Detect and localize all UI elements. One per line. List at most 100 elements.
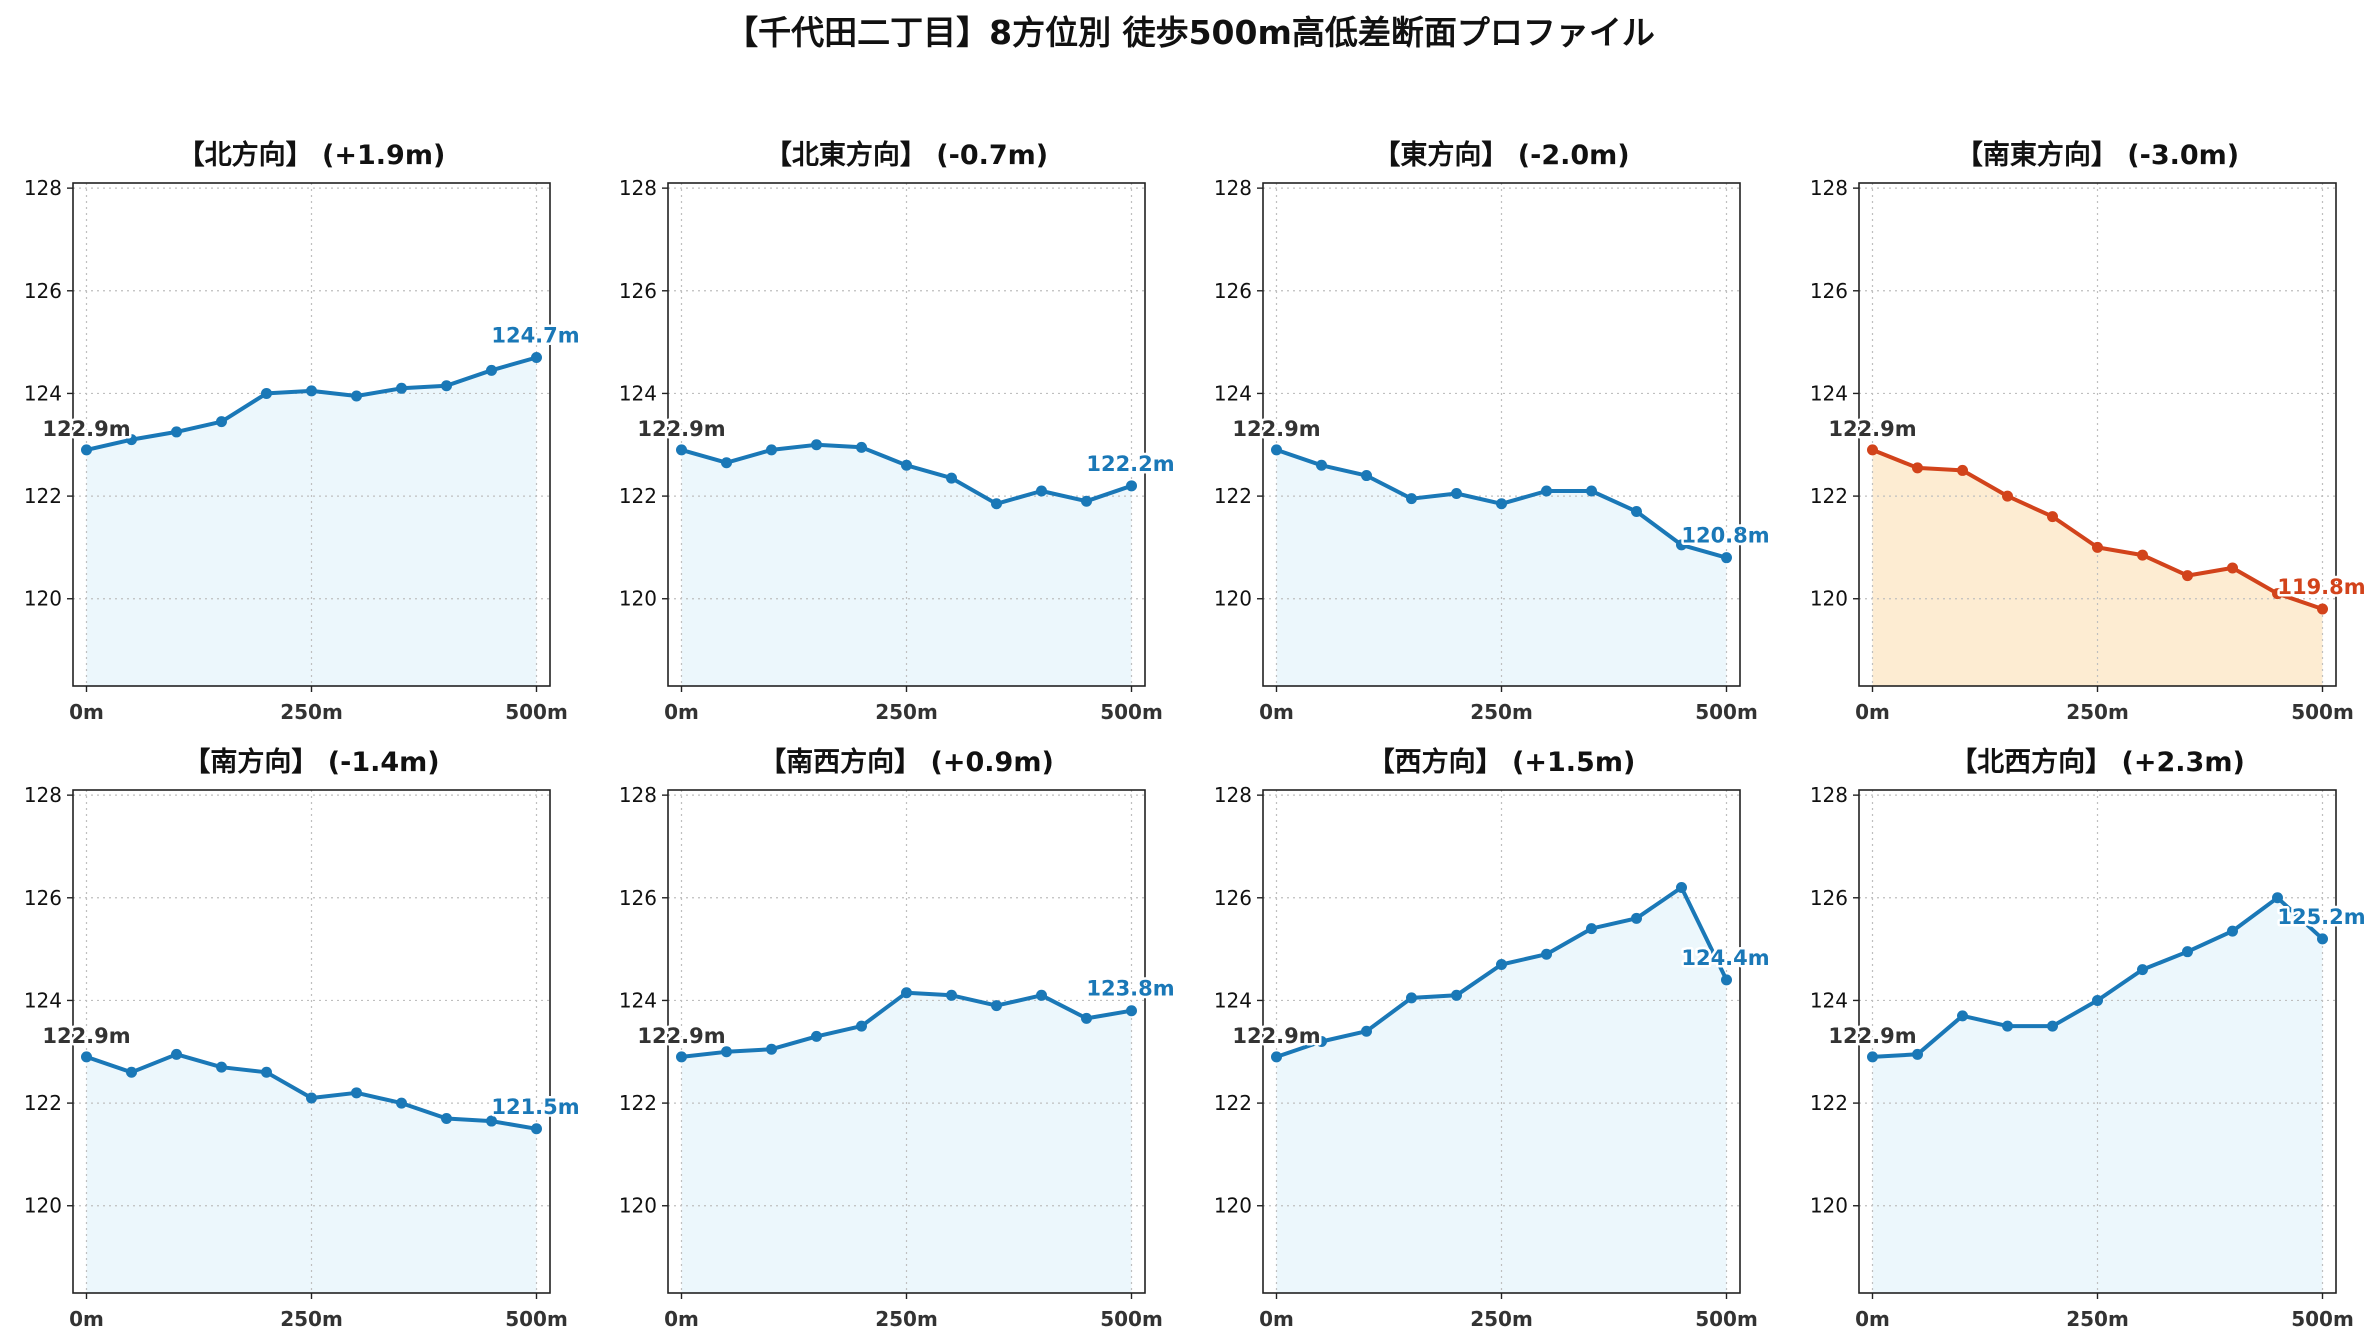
y-tick-label: 126 bbox=[24, 886, 62, 910]
panel-title: 【南西方向】 (+0.9m) bbox=[759, 746, 1054, 778]
data-point bbox=[351, 390, 362, 402]
panel-5: 【南西方向】 (+0.9m) 120 122 124 126 128 0m 250m 500m 1… bbox=[619, 746, 1177, 1331]
data-point bbox=[441, 1112, 452, 1124]
panel-4: 【南方向】 (-1.4m) 120 122 124 126 128 0m 250m 500m 12… bbox=[24, 746, 582, 1331]
data-point bbox=[126, 1066, 137, 1078]
panel-7: 【北西方向】 (+2.3m) 120 122 124 126 128 0m 250m 500m 1… bbox=[1810, 746, 2368, 1331]
y-tick-label: 124 bbox=[1214, 381, 1252, 405]
data-point bbox=[1036, 989, 1047, 1001]
panel-2: 【東方向】 (-2.0m) 120 122 124 126 128 0m 250m 500m 12… bbox=[1214, 139, 1772, 724]
y-tick-label: 124 bbox=[619, 988, 657, 1012]
data-point bbox=[766, 444, 777, 456]
data-point bbox=[2137, 549, 2148, 561]
data-point bbox=[856, 1020, 867, 1032]
data-point bbox=[216, 416, 227, 428]
data-point bbox=[1541, 948, 1552, 960]
y-tick-label: 126 bbox=[1810, 279, 1848, 303]
end-label: 124.4m bbox=[1681, 946, 1769, 970]
x-tick-label: 250m bbox=[875, 700, 938, 724]
x-tick-label: 500m bbox=[1100, 1307, 1163, 1331]
data-point bbox=[1912, 1048, 1923, 1060]
y-tick-label: 126 bbox=[619, 886, 657, 910]
y-tick-label: 122 bbox=[619, 1091, 657, 1115]
end-label: 119.8m bbox=[2277, 575, 2365, 599]
data-point bbox=[1586, 485, 1597, 497]
data-point bbox=[1361, 1025, 1372, 1037]
y-tick-label: 128 bbox=[24, 783, 62, 807]
data-point bbox=[1316, 459, 1327, 471]
area-fill bbox=[1872, 897, 2323, 1293]
data-point bbox=[126, 434, 137, 446]
x-tick-label: 500m bbox=[505, 1307, 568, 1331]
data-point bbox=[2227, 925, 2238, 937]
y-tick-label: 120 bbox=[1810, 587, 1848, 611]
panel-title: 【西方向】 (+1.5m) bbox=[1368, 746, 1636, 778]
x-tick-label: 0m bbox=[664, 700, 699, 724]
x-tick-label: 0m bbox=[1259, 700, 1294, 724]
data-point bbox=[306, 1092, 317, 1104]
data-point bbox=[396, 382, 407, 394]
y-tick-label: 120 bbox=[1810, 1194, 1848, 1218]
start-label: 122.9m bbox=[42, 417, 130, 441]
data-point bbox=[2272, 892, 2283, 904]
y-tick-label: 120 bbox=[24, 587, 62, 611]
start-label: 122.9m bbox=[1828, 1024, 1916, 1048]
data-point bbox=[216, 1061, 227, 1073]
x-tick-label: 250m bbox=[1470, 700, 1533, 724]
start-label: 122.9m bbox=[637, 1024, 725, 1048]
data-point bbox=[1867, 444, 1878, 456]
data-point bbox=[901, 459, 912, 471]
data-point bbox=[811, 1030, 822, 1042]
data-point bbox=[1451, 488, 1462, 500]
data-point bbox=[1271, 444, 1282, 456]
data-point bbox=[531, 1123, 542, 1135]
y-tick-label: 126 bbox=[619, 279, 657, 303]
data-point bbox=[171, 426, 182, 438]
data-point bbox=[2092, 541, 2103, 553]
y-tick-label: 128 bbox=[619, 176, 657, 200]
data-point bbox=[261, 1066, 272, 1078]
panel-6: 【西方向】 (+1.5m) 120 122 124 126 128 0m 250m 500m 12… bbox=[1214, 746, 1772, 1331]
x-tick-label: 250m bbox=[2066, 700, 2129, 724]
data-point bbox=[2317, 603, 2328, 615]
panels: 【北方向】 (+1.9m) 120 122 124 126 128 0m 250m 500m 12… bbox=[24, 139, 2368, 1331]
x-tick-label: 0m bbox=[69, 1307, 104, 1331]
y-tick-label: 124 bbox=[1810, 381, 1848, 405]
start-label: 122.9m bbox=[637, 417, 725, 441]
x-tick-label: 0m bbox=[1855, 700, 1890, 724]
y-tick-label: 122 bbox=[1810, 484, 1848, 508]
data-point bbox=[1721, 552, 1732, 564]
end-label: 125.2m bbox=[2277, 905, 2365, 929]
data-point bbox=[351, 1087, 362, 1099]
data-point bbox=[1957, 1010, 1968, 1022]
data-point bbox=[1541, 485, 1552, 497]
data-point bbox=[676, 1051, 687, 1063]
area-fill bbox=[681, 444, 1132, 686]
x-tick-label: 0m bbox=[1855, 1307, 1890, 1331]
data-point bbox=[306, 385, 317, 397]
y-tick-label: 128 bbox=[619, 783, 657, 807]
panel-3: 【南東方向】 (-3.0m) 120 122 124 126 128 0m 250m 500m 1… bbox=[1810, 139, 2368, 724]
start-label: 122.9m bbox=[42, 1024, 130, 1048]
y-tick-label: 124 bbox=[1810, 988, 1848, 1012]
data-point bbox=[396, 1097, 407, 1109]
data-point bbox=[261, 387, 272, 399]
data-point bbox=[901, 987, 912, 999]
data-point bbox=[81, 1051, 92, 1063]
y-tick-label: 128 bbox=[1214, 176, 1252, 200]
y-tick-label: 122 bbox=[619, 484, 657, 508]
data-point bbox=[2272, 588, 2283, 600]
data-point bbox=[1271, 1051, 1282, 1063]
data-point bbox=[676, 444, 687, 456]
y-tick-label: 122 bbox=[1214, 484, 1252, 508]
x-tick-label: 500m bbox=[1100, 700, 1163, 724]
x-tick-label: 0m bbox=[664, 1307, 699, 1331]
data-point bbox=[1081, 495, 1092, 507]
data-point bbox=[1867, 1051, 1878, 1063]
data-point bbox=[486, 364, 497, 376]
x-tick-label: 0m bbox=[69, 700, 104, 724]
panel-title: 【南東方向】 (-3.0m) bbox=[1956, 139, 2239, 171]
y-tick-label: 120 bbox=[619, 1194, 657, 1218]
panel-title: 【北方向】 (+1.9m) bbox=[178, 139, 446, 171]
area-fill bbox=[86, 1054, 537, 1293]
